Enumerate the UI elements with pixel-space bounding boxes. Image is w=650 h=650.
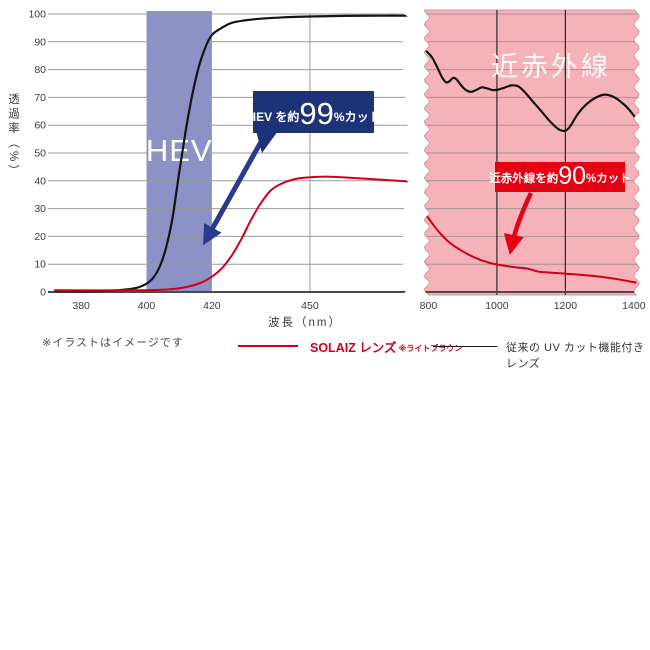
conventional-curve-visible [53, 14, 410, 293]
y-tick-label: 90 [34, 36, 46, 48]
panel-visible-light: 0 10 20 30 40 50 60 70 80 90 100 HEV 380 400 420 450 [28, 9, 410, 312]
x-tick-label: 450 [301, 300, 319, 312]
y-tick-label: 30 [34, 203, 46, 215]
legend-label-solaiz-sub: ※ライトブラウン [398, 344, 463, 353]
nir-annotation-box [495, 162, 625, 192]
nir-region-label: 近赤外線 [491, 52, 611, 82]
legend-label-conventional: 従来の UV カット機能付きレンズ [506, 342, 645, 370]
x-tick-label: 400 [138, 300, 156, 312]
hev-annotation-suffix: %カット [334, 110, 381, 124]
x-tick-label: 420 [203, 300, 221, 312]
nir-annotation-value: 90 [558, 162, 586, 190]
chart-canvas: 0 10 20 30 40 50 60 70 80 90 100 HEV 380 400 420 450 HEV… [28, 8, 646, 312]
solaiz-curve-visible [54, 175, 409, 292]
legend-line-solaiz [238, 345, 298, 347]
panel-near-infrared: 近赤外線 800 1000 1200 1400 [420, 9, 646, 312]
hev-annotation-prefix: HEV を約 [247, 109, 299, 124]
hev-annotation: HEV を約99%カット [203, 91, 381, 246]
nir-annotation-suffix: %カット [586, 172, 631, 185]
y-tick-label: 10 [34, 259, 46, 271]
hev-annotation-arrow [203, 138, 265, 246]
hev-annotation-box [253, 91, 374, 133]
hev-annotation-tail [256, 131, 278, 153]
nir-annotation-prefix: 近赤外線を約 [489, 171, 558, 185]
hev-annotation-value: 99 [299, 96, 333, 131]
y-axis-title: 透過率（%） [7, 93, 19, 179]
nir-annotation-arrow [503, 192, 534, 255]
y-tick-label: 0 [40, 287, 46, 299]
solaiz-curve-nir [425, 214, 637, 284]
x-tick-label: 800 [420, 300, 438, 312]
y-tick-label: 70 [34, 92, 46, 104]
y-tick-label: 50 [34, 148, 46, 160]
conventional-curve-nir [425, 50, 637, 133]
x-tick-label: 1000 [485, 300, 509, 312]
y-tick-label: 80 [34, 64, 46, 76]
y-tick-label: 20 [34, 231, 46, 243]
nir-annotation: 近赤外線を約90%カット [489, 162, 631, 255]
hev-band-label: HEV [146, 133, 213, 168]
y-tick-label: 40 [34, 175, 46, 187]
x-tick-label: 1400 [622, 300, 646, 312]
y-tick-label: 60 [34, 120, 46, 132]
legend-label-solaiz: SOLAIZ レンズ ※ライトブラウン [310, 337, 462, 356]
legend-label-solaiz-text: SOLAIZ レンズ [310, 341, 397, 355]
x-tick-label: 1200 [554, 300, 578, 312]
hev-annotation-text: HEV を約99%カット [247, 96, 380, 131]
x-axis-title: 波長（nm） [268, 317, 342, 329]
disclaimer-note: ※イラストはイメージです [42, 337, 184, 349]
nir-annotation-text: 近赤外線を約90%カット [489, 162, 631, 190]
y-tick-label: 100 [28, 9, 46, 21]
nir-plot-area [424, 10, 640, 295]
x-tick-label: 380 [72, 300, 90, 312]
legend-line-conventional [433, 346, 497, 347]
